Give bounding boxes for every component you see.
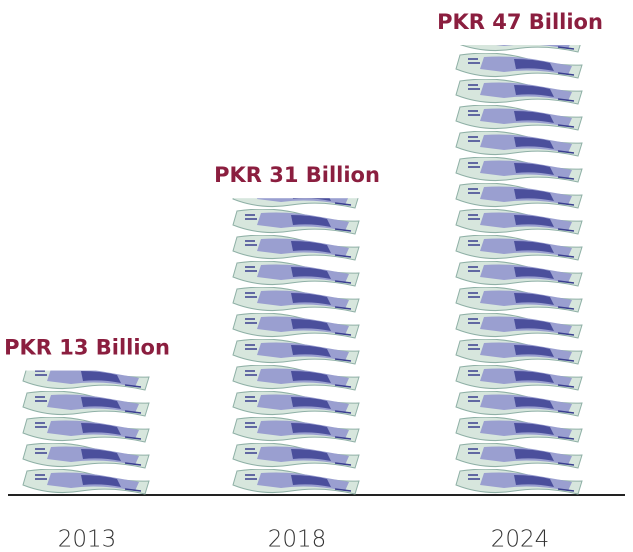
x-tick-label: 2024 (491, 527, 550, 552)
value-label: PKR 31 Billion (214, 163, 380, 187)
page: {"chart_data": {"type": "bar", "categori… (0, 0, 633, 552)
value-label: PKR 13 Billion (4, 336, 170, 360)
x-tick-label: 2018 (268, 527, 327, 552)
banknote-stack (454, 45, 586, 495)
chart: PKR 13 Billion 2013 PKR 31 Billion 2018 PKR … (0, 0, 633, 552)
x-tick-label: 2013 (58, 527, 117, 552)
banknote-stack (231, 198, 363, 495)
banknote-stack (21, 371, 153, 495)
value-label: PKR 47 Billion (437, 10, 603, 34)
